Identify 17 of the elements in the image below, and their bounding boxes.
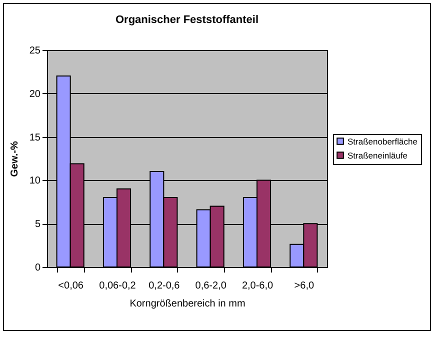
y-tick-label: 5 — [34, 219, 41, 230]
x-tick-label: >6,0 — [294, 280, 314, 292]
legend-label: Straßenoberfläche — [348, 136, 418, 146]
x-tick-label: 0,6-2,0 — [195, 280, 227, 292]
x-tick-label: <0,06 — [58, 280, 84, 292]
x-tick-label: 0,06-0,2 — [99, 280, 136, 292]
y-tick-label: 0 — [34, 262, 41, 274]
legend-label: Straßeneinläufe — [348, 150, 408, 160]
y-tick-label: 20 — [29, 88, 41, 100]
y-tick-label: 25 — [29, 46, 41, 56]
chart-title: Organischer Feststoffanteil — [115, 14, 259, 26]
x-tick-label: 0,2-0,6 — [148, 280, 180, 292]
y-tick-label: 15 — [29, 132, 41, 144]
x-tick-label: 2,0-6,0 — [242, 280, 274, 292]
y-axis-title: Gew.-% — [9, 141, 20, 177]
x-axis-title: Korngrößenbereich in mm — [130, 298, 246, 310]
y-tick-label: 10 — [29, 176, 41, 187]
